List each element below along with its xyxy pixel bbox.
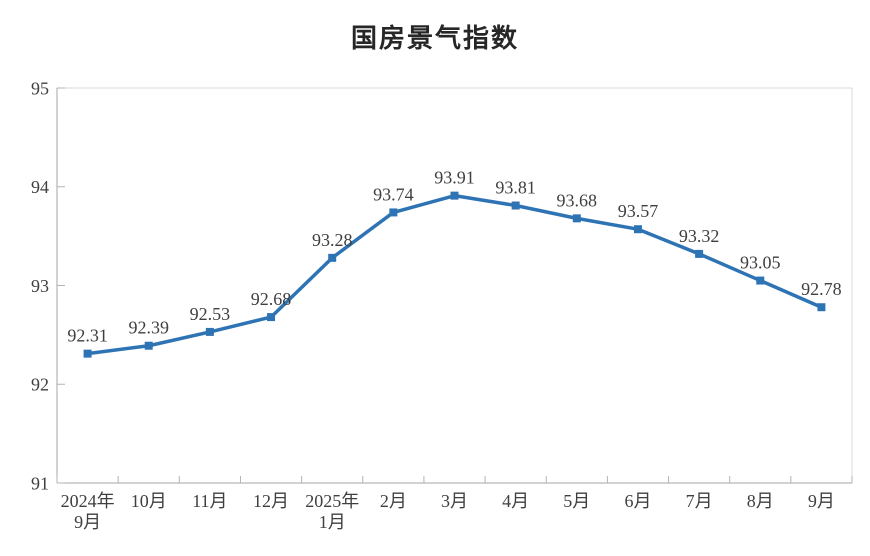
x-axis-label: 2024年 9月 [61,491,115,532]
data-point-marker [695,249,704,258]
data-label: 93.05 [740,253,781,273]
x-axis-label: 12月 [253,491,289,511]
data-label: 93.81 [495,178,536,198]
data-label: 92.53 [190,304,231,324]
data-point-marker [572,214,581,223]
x-axis-label: 4月 [502,491,529,511]
data-label: 92.31 [67,326,108,346]
data-point-marker [205,327,214,336]
data-point-marker [328,253,337,262]
data-point-marker [267,313,276,322]
x-axis-label: 5月 [563,491,590,511]
data-point-marker [144,341,153,350]
data-label: 93.68 [557,190,598,210]
data-label: 92.68 [251,289,292,309]
x-axis-label: 6月 [624,491,651,511]
data-point-marker [389,208,398,217]
data-label: 93.57 [618,201,659,221]
x-axis-label: 9月 [808,491,835,511]
chart-title: 国房景气指数 [350,24,519,53]
plot-border [56,87,853,484]
series-line [85,193,824,356]
data-point-marker [450,191,459,200]
data-label: 92.39 [128,318,169,338]
data-label: 93.91 [434,168,475,188]
x-axis-label: 7月 [686,491,713,511]
y-axis-label: 95 [31,78,49,98]
data-label: 93.32 [679,226,720,246]
y-axis-label: 94 [31,177,49,197]
data-label: 93.74 [373,184,414,204]
data-label: 92.78 [801,279,842,299]
x-axis-label: 2月 [380,491,407,511]
data-point-marker [511,201,520,210]
y-axis-label: 93 [31,276,49,296]
x-axis-label: 8月 [747,491,774,511]
x-axis-label: 10月 [131,491,167,511]
data-point-marker [633,225,642,234]
data-point-marker [817,303,826,312]
y-axis-label: 91 [31,473,49,493]
x-axis-label: 11月 [192,491,227,511]
data-label: 93.28 [312,230,353,250]
x-axis-label: 2025年 1月 [305,491,359,532]
data-point-marker [83,349,92,358]
data-point-marker [756,276,765,285]
x-axis-label: 3月 [441,491,468,511]
y-axis-label: 92 [31,375,49,395]
